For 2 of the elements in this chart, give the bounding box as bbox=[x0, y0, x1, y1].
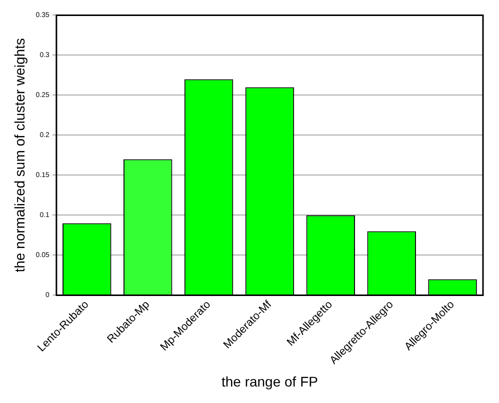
x-axis-title: the range of FP bbox=[221, 373, 318, 390]
y-axis-title: the normalized sum of cluster weights bbox=[11, 38, 28, 272]
